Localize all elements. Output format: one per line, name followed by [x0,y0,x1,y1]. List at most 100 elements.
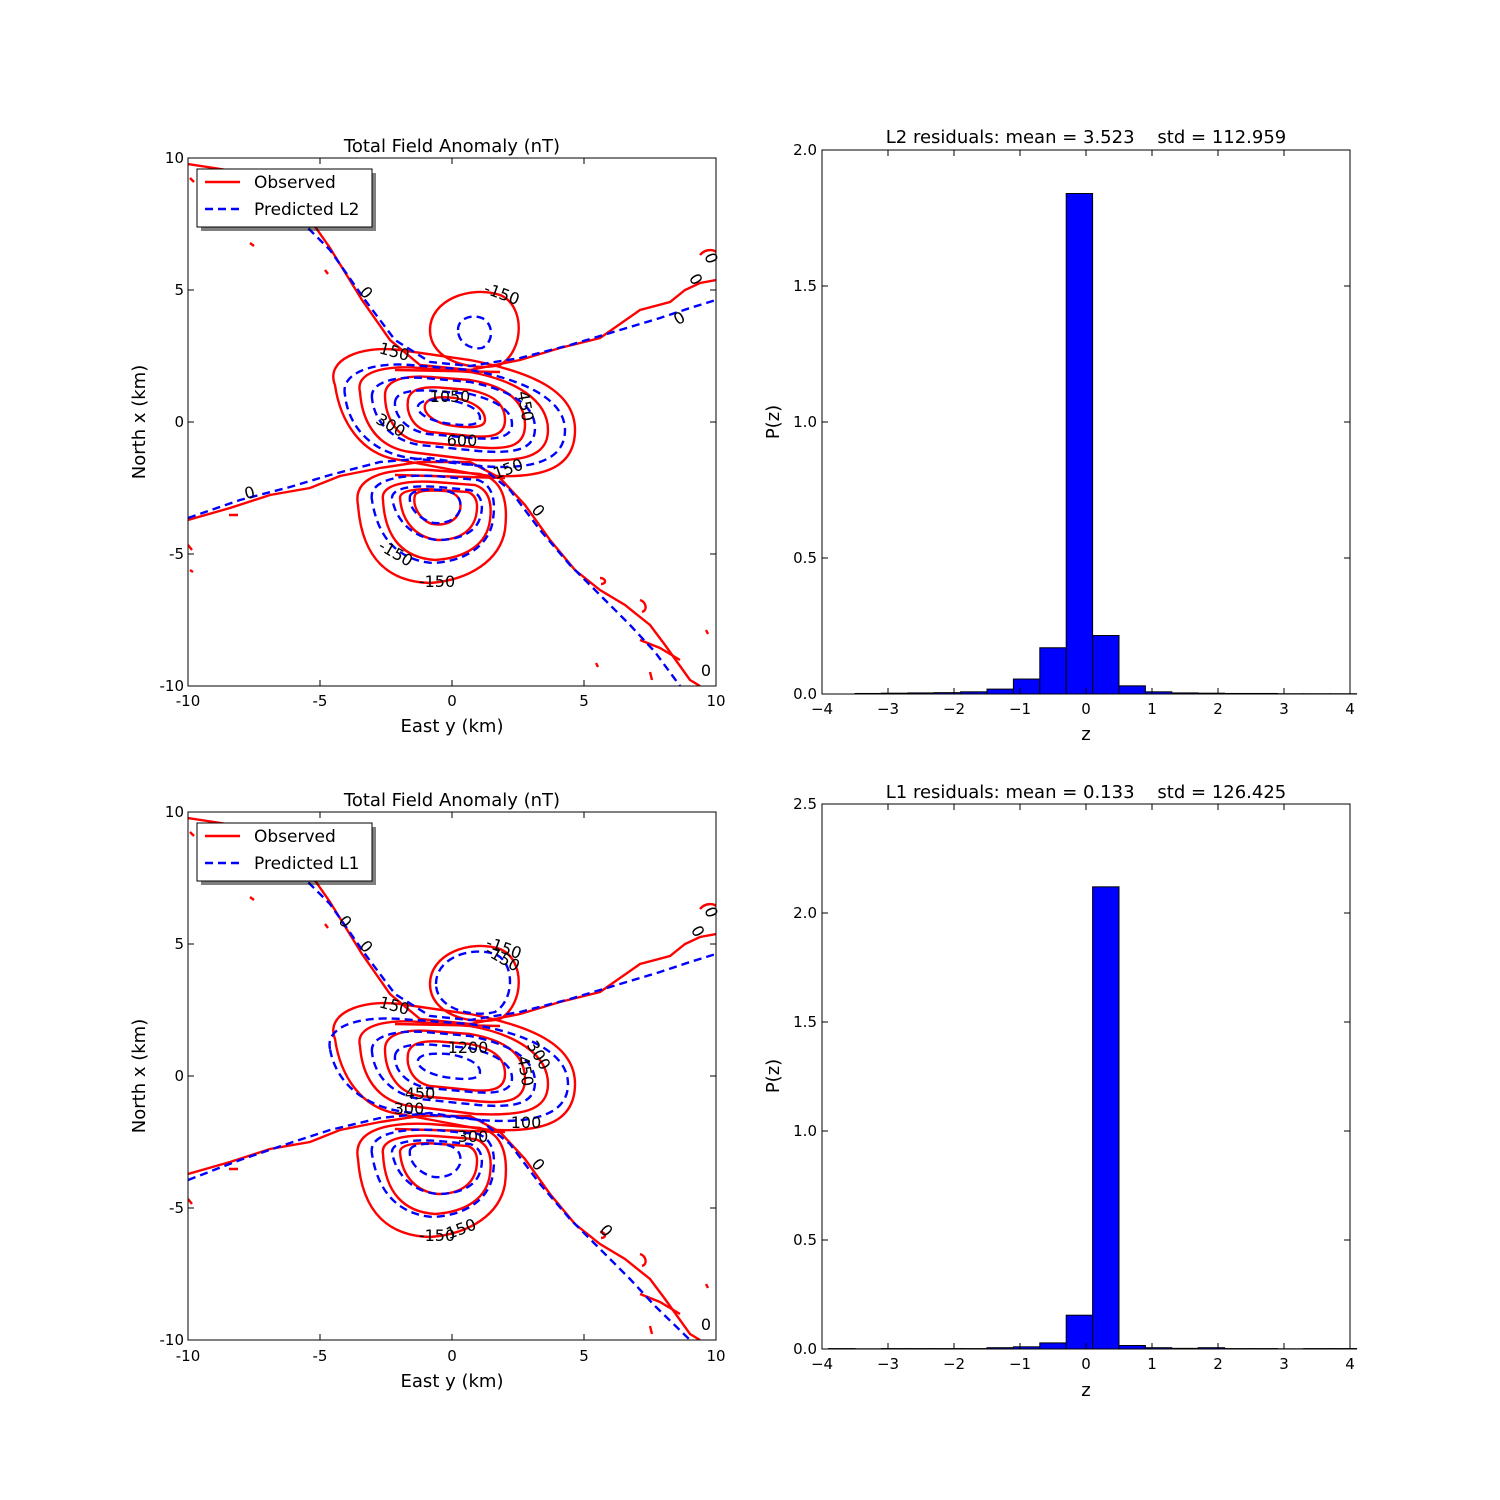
x-tick-label: 2 [1213,700,1223,718]
histogram-bars [854,193,1358,695]
observed-contour [423,395,487,429]
x-tick-label: −3 [877,700,899,718]
y-tick-label: -10 [160,1331,185,1349]
y-axis [188,811,716,1341]
contour-label: 1200 [448,1038,489,1057]
predicted-contour [416,1052,482,1081]
x-tick-label: 4 [1345,700,1355,718]
y-tick-label: 0.0 [793,685,817,703]
predicted-contour [456,315,493,350]
x-tick-label: 1 [1147,1355,1157,1373]
y-tick-labels: -10 -5 0 5 10 [160,803,185,1349]
contour-panel-l2: Total Field Anomaly (nT) [129,136,726,737]
predicted-contour [370,376,537,454]
legend-predicted-label: Predicted L1 [254,854,360,874]
observed-contour [381,480,492,562]
histogram-bar [1092,886,1120,1350]
y-tick-label: 0.5 [793,1231,817,1249]
y-axis: 0.0 0.5 1.0 1.5 2.0 [793,141,1350,703]
x-tick-label: 3 [1279,1355,1289,1373]
histogram-bar [1065,193,1094,695]
y-tick-label: 2.0 [793,904,817,922]
histogram-bar [1118,685,1146,695]
y-tick-label: 0 [174,1067,184,1085]
predicted-contour [408,488,462,525]
legend-observed-label: Observed [254,173,336,193]
x-tick-label: -5 [313,692,328,710]
x-tick-label: -10 [176,692,201,710]
x-tick-label: −4 [811,700,833,718]
contour-lines [188,162,716,686]
x-tick-label: 2 [1213,1355,1223,1373]
predicted-contour [328,1017,570,1123]
x-tick-label: −1 [1009,700,1031,718]
observed-contour [406,386,507,438]
legend: Observed Predicted L2 [196,168,376,231]
contour-label: 100 [511,1113,542,1132]
predicted-zero-contour [289,209,716,368]
y-axis-label: P(z) [763,405,784,439]
predicted-zero-contour [289,863,716,1022]
observed-contour [332,347,577,478]
observed-contour [356,468,508,585]
y-tick-label: 2.0 [793,141,817,159]
x-axis-label: z [1081,724,1090,745]
histogram-bar [1039,647,1067,695]
contour-label: 0 [701,661,711,680]
observed-contour [428,290,520,369]
histogram-panel-l1: L1 residuals: mean = 0.133 std = 126.425… [763,782,1358,1401]
x-axis-label: East y (km) [401,716,504,737]
legend-observed-label: Observed [254,827,336,847]
contour-label: 0 [242,482,257,503]
chart-title: L2 residuals: mean = 3.523 std = 112.959 [886,127,1287,148]
x-tick-label: 10 [706,1347,725,1365]
y-tick-label: 1.5 [793,1013,817,1031]
predicted-contour [434,950,512,1015]
histogram-panel-l2: L2 residuals: mean = 3.523 std = 112.959… [763,127,1358,745]
x-tick-label: −2 [943,700,965,718]
histogram-bars [828,886,1358,1350]
observed-contours [188,162,716,686]
y-axis-label: North x (km) [129,1019,150,1133]
contour-label: 0 [701,1315,711,1334]
legend-predicted-label: Predicted L2 [254,200,360,220]
contour-label: 300 [458,1127,489,1146]
predicted-contour [393,389,514,440]
x-tick-label: -10 [176,1347,201,1365]
x-tick-label: 5 [579,692,589,710]
y-tick-label: 10 [165,149,184,167]
x-tick-label: 0 [1081,1355,1091,1373]
observed-contour [428,944,520,1023]
x-tick-label: 10 [706,692,725,710]
x-axis [187,812,717,1340]
x-tick-label: 0 [447,1347,457,1365]
observed-contour [356,1122,508,1239]
histogram-bar [1065,1314,1094,1350]
predicted-contour [393,1043,514,1094]
predicted-contour [370,1128,496,1219]
x-tick-label: 0 [1081,700,1091,718]
x-tick-label: 4 [1345,1355,1355,1373]
y-tick-label: 5 [174,281,184,299]
predicted-contours [188,209,716,686]
contour-label: -150 [419,572,455,591]
y-tick-label: 2.5 [793,795,817,813]
contour-label: 450 [405,1084,436,1103]
predicted-contour [390,485,484,542]
contour-label: 300 [394,1099,425,1118]
y-tick-labels: -10 -5 0 5 10 [160,149,185,695]
y-axis-label: North x (km) [129,365,150,479]
x-tick-label: −2 [943,1355,965,1373]
observed-noise-contour [188,177,716,681]
y-tick-label: -5 [169,1199,184,1217]
contour-label: 600 [447,431,478,450]
x-axis [187,158,717,686]
y-tick-label: 1.5 [793,277,817,295]
histogram-bar [986,688,1014,695]
contour-panel-l1: Total Field Anomaly (nT) [129,790,726,1392]
legend: Observed Predicted L1 [196,822,376,885]
y-tick-label: 10 [165,803,184,821]
x-tick-label: −1 [1009,1355,1031,1373]
